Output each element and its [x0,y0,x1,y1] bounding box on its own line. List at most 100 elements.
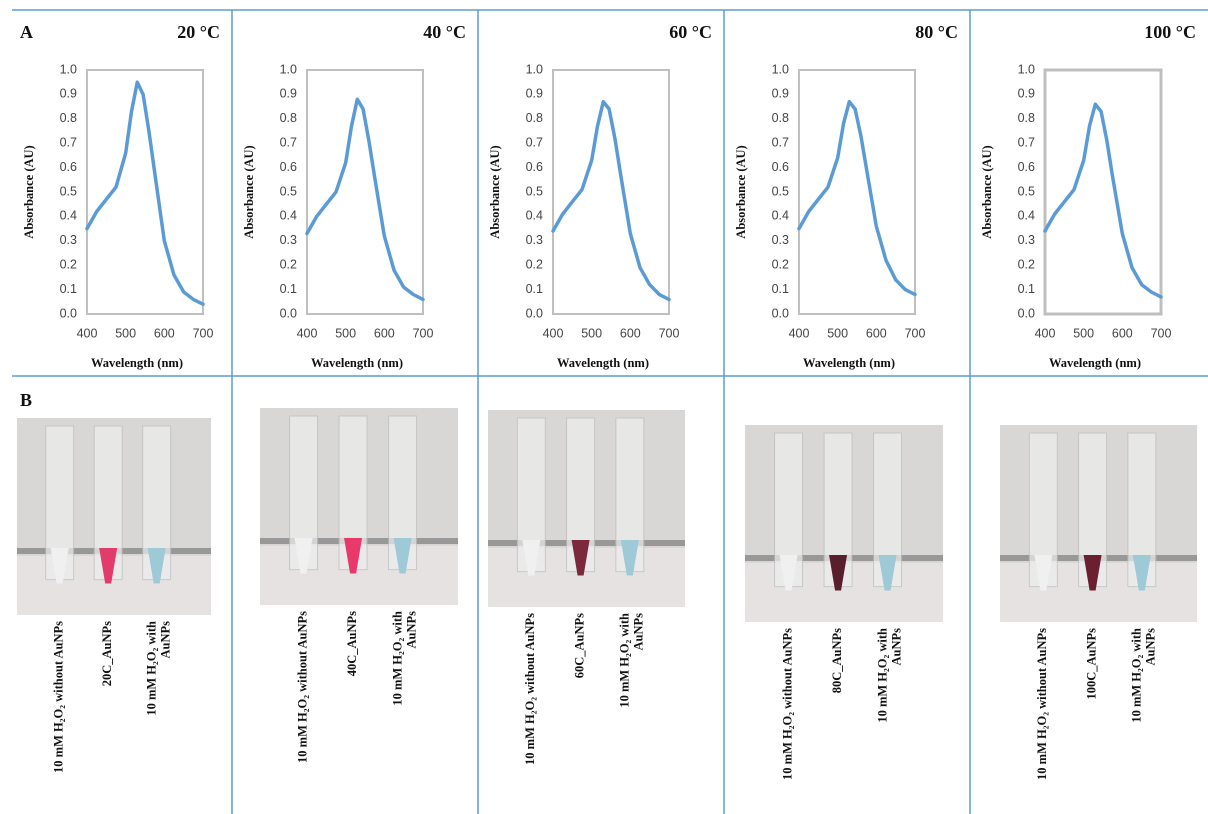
photo-label: 40C_AuNPs [345,611,359,676]
x-tick-label: 600 [374,326,395,340]
y-tick-label: 1.0 [280,62,297,76]
y-tick-label: 0.4 [772,209,789,223]
photo-label: 20C_AuNPs [100,621,114,686]
y-tick-label: 0.5 [280,184,297,198]
line-series [85,80,205,306]
y-tick-label: 1.0 [1018,62,1035,76]
y-tick-label: 0.1 [1018,282,1035,296]
liquid [620,540,639,576]
x-tick-label: 400 [543,326,564,340]
photo-label: 10 mM H₂O₂ without AuNPs [523,613,537,765]
liquid [522,540,541,576]
y-tick-label: 0.3 [60,233,77,247]
x-tick-label: 600 [154,326,175,340]
y-tick-label: 0.2 [772,257,789,271]
chart-title: 60 °C [669,22,712,42]
y-tick-label: 0.3 [1018,233,1035,247]
photo-label: 10 mM H₂O₂ without AuNPs [1035,628,1049,780]
y-tick-label: 0.6 [526,160,543,174]
y-tick-label: 0.1 [772,282,789,296]
plot-frame [798,69,916,315]
y-tick-label: 0.7 [772,135,789,149]
y-tick-label: 0.6 [1018,160,1035,174]
x-tick-label: 500 [1073,326,1094,340]
y-tick-label: 0.6 [60,160,77,174]
x-tick-label: 700 [659,326,680,340]
y-tick-label: 0.0 [280,306,297,320]
chart-title: 80 °C [915,22,958,42]
y-tick-label: 0.7 [1018,135,1035,149]
y-tick-label: 0.9 [60,87,77,101]
y-tick-label: 0.0 [526,306,543,320]
y-tick-label: 0.8 [526,111,543,125]
photo-label: 10 mM H₂O₂ without AuNPs [52,621,66,773]
y-axis-label: Absorbance (AU) [22,145,36,238]
liquid [1034,555,1053,591]
chart-title: 100 °C [1144,22,1196,42]
chart-title: 20 °C [177,22,220,42]
x-tick-label: 700 [193,326,214,340]
x-axis-label: Wavelength (nm) [1049,356,1141,370]
photo-label: 10 mM H₂O₂ with [145,621,159,716]
y-tick-label: 0.2 [60,257,77,271]
photo-label: 10 mM H₂O₂ without AuNPs [295,611,309,763]
x-tick-label: 700 [905,326,926,340]
y-tick-label: 0.9 [1018,87,1035,101]
y-tick-label: 0.9 [526,87,543,101]
y-tick-label: 0.4 [526,209,543,223]
photo-label: 10 mM H₂O₂ without AuNPs [780,628,794,780]
photo-label: 10 mM H₂O₂ with [1130,628,1144,723]
photo-label: AuNPs [1144,628,1158,666]
x-axis-label: Wavelength (nm) [91,356,183,370]
x-tick-label: 500 [335,326,356,340]
photo-label: AuNPs [632,613,646,651]
photo-label: 80C_AuNPs [830,628,844,693]
liquid [393,538,412,574]
photo-label: 10 mM H₂O₂ with [390,611,404,706]
liquid [50,548,69,584]
photo-label: 10 mM H₂O₂ with [875,628,889,723]
y-axis-label: Absorbance (AU) [734,145,748,238]
y-tick-label: 0.6 [772,160,789,174]
y-tick-label: 0.2 [526,257,543,271]
x-tick-label: 400 [1035,326,1056,340]
y-tick-label: 0.7 [526,135,543,149]
liquid [1083,555,1102,591]
chart-title: 40 °C [423,22,466,42]
x-axis-label: Wavelength (nm) [311,356,403,370]
x-axis-label: Wavelength (nm) [557,356,649,370]
x-tick-label: 400 [297,326,318,340]
x-tick-label: 500 [827,326,848,340]
line-series [797,99,917,297]
y-tick-label: 0.8 [280,111,297,125]
liquid [147,548,166,584]
x-tick-label: 600 [1112,326,1133,340]
y-axis-label: Absorbance (AU) [488,145,502,238]
y-tick-label: 0.7 [280,135,297,149]
y-tick-label: 0.3 [280,233,297,247]
y-tick-label: 0.2 [280,257,297,271]
y-tick-label: 1.0 [526,62,543,76]
liquid [779,555,798,591]
y-tick-label: 0.4 [280,209,297,223]
y-tick-label: 0.0 [60,306,77,320]
y-tick-label: 0.4 [1018,209,1035,223]
photo-label: AuNPs [404,611,418,649]
photo-label: 10 mM H₂O₂ with [618,613,632,708]
x-tick-label: 400 [77,326,98,340]
y-axis-label: Absorbance (AU) [980,145,994,238]
y-tick-label: 0.8 [772,111,789,125]
liquid [344,538,363,574]
liquid [829,555,848,591]
y-tick-label: 0.4 [60,209,77,223]
liquid [1132,555,1151,591]
y-tick-label: 1.0 [772,62,789,76]
liquid [99,548,118,584]
frame [12,9,1208,814]
y-tick-label: 0.1 [60,282,77,296]
y-tick-label: 0.5 [772,184,789,198]
y-axis-label: Absorbance (AU) [242,145,256,238]
y-tick-label: 0.8 [1018,111,1035,125]
photo-label: 100C_AuNPs [1084,628,1098,700]
